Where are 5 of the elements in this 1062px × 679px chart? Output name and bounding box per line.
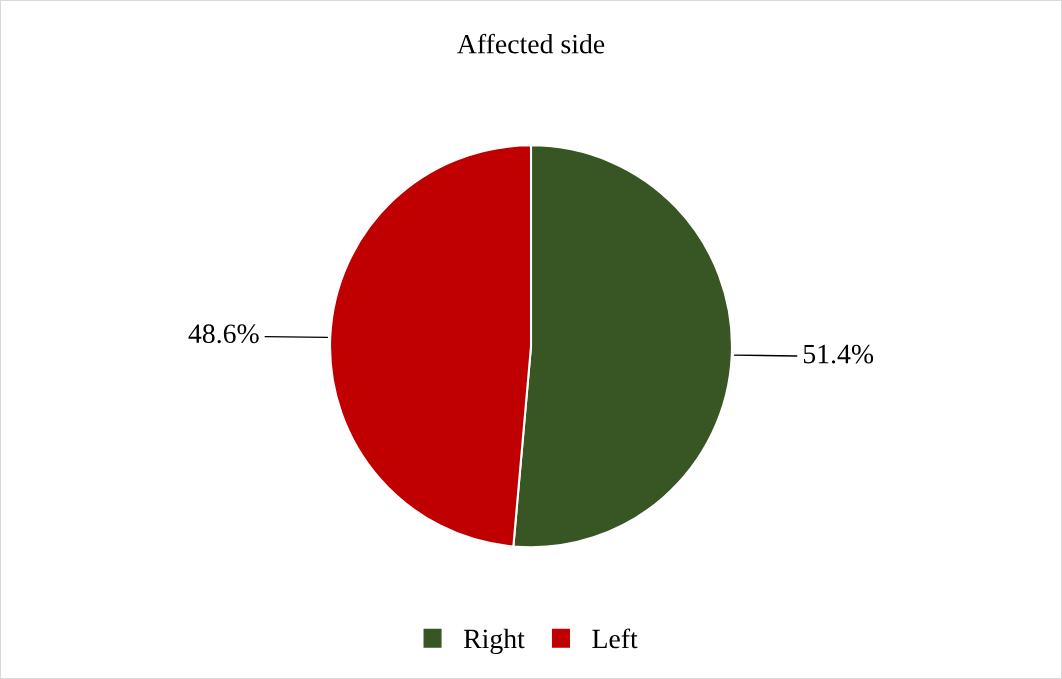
data-label: 48.6% <box>188 324 259 344</box>
legend-label: Right <box>463 628 525 654</box>
legend-label: Left <box>592 628 638 649</box>
chart-title: Affected side <box>457 33 605 54</box>
data-label: 51.4% <box>803 344 874 364</box>
